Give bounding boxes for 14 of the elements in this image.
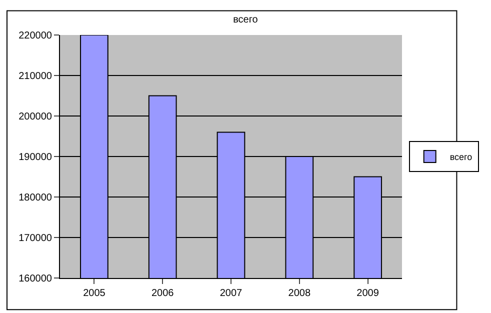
legend-label: всего [450, 152, 472, 162]
y-tick-label: 200000 [18, 112, 52, 122]
y-tick-label: 220000 [18, 30, 52, 42]
y-tick-label: 210000 [18, 71, 52, 82]
y-tick-label: 190000 [18, 152, 52, 163]
x-tick-label: 2005 [83, 288, 106, 299]
x-tick-label: 2006 [151, 288, 174, 299]
y-tick-label: 180000 [18, 192, 52, 204]
chart-title: всего [233, 14, 258, 26]
x-tick-label: 2007 [220, 288, 243, 299]
y-tick-label: 170000 [18, 233, 52, 244]
y-tick-label: 160000 [18, 274, 52, 284]
x-tick-label: 2009 [356, 288, 380, 299]
x-tick-label: 2008 [288, 288, 311, 299]
